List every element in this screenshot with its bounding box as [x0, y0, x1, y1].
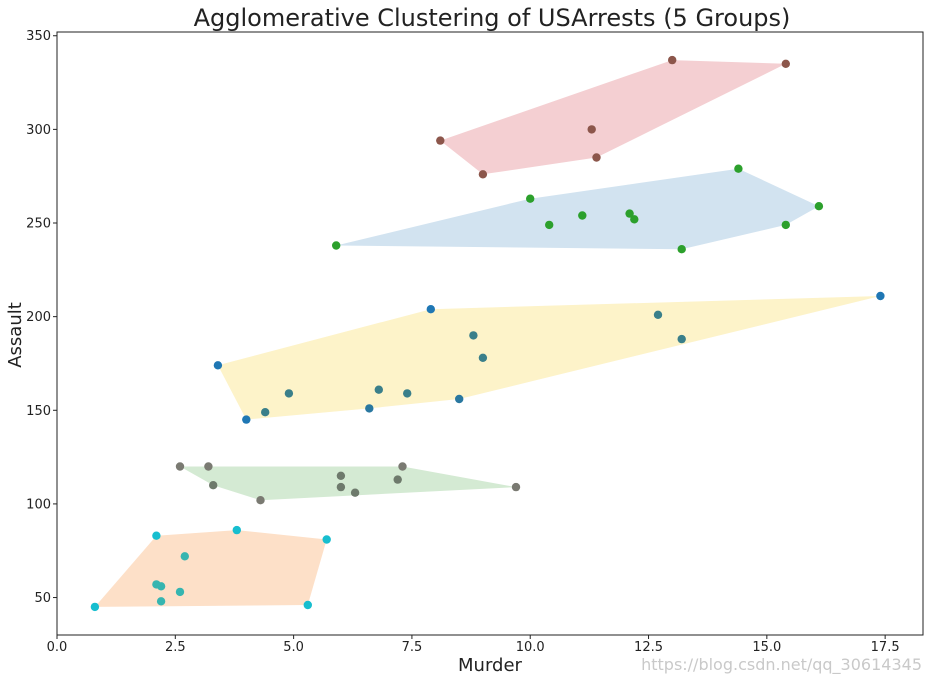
y-tick-label: 300	[26, 123, 51, 138]
cluster-2-point-4	[578, 211, 587, 220]
cluster-5-point-5	[156, 597, 166, 606]
cluster-4-point-6	[336, 482, 346, 492]
data-points	[90, 55, 885, 612]
cluster-3-point-11	[478, 353, 488, 362]
cluster-4-point-1	[175, 462, 185, 471]
x-tick-label: 0.0	[47, 640, 68, 655]
cluster-3-point-2	[242, 415, 251, 424]
x-axis-label: Murder	[458, 655, 523, 676]
cluster-2-point-8	[734, 164, 743, 173]
cluster-4-point-8	[393, 475, 402, 484]
cluster-3-point-6	[374, 385, 383, 394]
x-tick-label: 15.0	[752, 640, 781, 655]
watermark-text: https://blog.csdn.net/qq_30614345	[641, 655, 922, 675]
y-tick-label: 200	[26, 310, 51, 325]
x-tick-label: 12.5	[634, 640, 663, 655]
cluster-1-point-2	[478, 170, 488, 179]
x-tick-label: 17.5	[871, 640, 900, 655]
cluster-3-point-5	[365, 404, 374, 413]
cluster-5-point-9	[303, 600, 312, 610]
y-tick-label: 100	[26, 497, 51, 512]
x-tick-label: 10.0	[516, 640, 545, 655]
cluster-3-point-7	[403, 389, 412, 398]
cluster-3-point-9	[455, 394, 464, 404]
cluster-1-point-1	[436, 136, 445, 145]
cluster-3-point-13	[677, 334, 686, 344]
cluster-5-point-8	[232, 525, 241, 535]
cluster-5-point-10	[322, 535, 331, 544]
y-tick-label: 350	[26, 29, 51, 44]
cluster-hull-2	[336, 168, 819, 250]
cluster-4-point-3	[209, 481, 218, 490]
y-tick-label: 250	[26, 217, 51, 232]
cluster-2-point-10	[814, 202, 824, 211]
cluster-2-point-2	[526, 194, 535, 203]
cluster-hulls	[94, 60, 881, 607]
cluster-1-point-5	[668, 55, 677, 65]
cluster-2-point-1	[332, 241, 341, 250]
cluster-4-point-2	[204, 462, 213, 471]
cluster-4-point-5	[336, 471, 346, 480]
cluster-1-point-3	[587, 125, 596, 134]
cluster-2-point-7	[677, 245, 686, 254]
cluster-3-point-8	[426, 305, 435, 314]
y-axis-label: Assault	[5, 302, 26, 368]
x-axis-ticks: 0.0 2.5 5.0 7.5 10.0 12.5 15.0 17.5	[47, 635, 900, 655]
cluster-2-point-9	[781, 220, 790, 230]
chart-title: Agglomerative Clustering of USArrests (5…	[194, 4, 791, 32]
cluster-2-point-3	[545, 220, 554, 230]
cluster-3-point-14	[876, 291, 885, 301]
cluster-5-point-2	[152, 531, 161, 540]
y-axis-ticks: 50 100 150 200 250 300 350	[26, 29, 57, 606]
cluster-1-point-6	[781, 59, 790, 68]
cluster-3-point-3	[261, 408, 270, 417]
cluster-2-point-6	[630, 215, 639, 224]
cluster-hull-5	[94, 530, 327, 607]
cluster-3-point-12	[653, 310, 663, 319]
cluster-hull-1	[440, 60, 786, 175]
cluster-4-point-7	[350, 488, 360, 497]
cluster-3-point-4	[284, 389, 294, 398]
cluster-2-point-5	[625, 209, 634, 218]
y-tick-label: 150	[26, 404, 51, 419]
plot-frame	[56, 31, 924, 636]
cluster-hull-3	[217, 296, 881, 420]
y-tick-label: 50	[34, 591, 51, 606]
cluster-3-point-1	[213, 361, 223, 370]
cluster-5-point-4	[156, 582, 166, 591]
cluster-4-point-4	[256, 496, 265, 505]
x-tick-label: 7.5	[402, 640, 423, 655]
cluster-5-point-6	[175, 587, 185, 597]
cluster-1-point-4	[592, 153, 601, 162]
cluster-4-point-10	[511, 482, 521, 492]
cluster-5-point-7	[180, 552, 189, 561]
cluster-4-point-9	[398, 462, 407, 471]
cluster-3-point-10	[469, 331, 478, 340]
x-tick-label: 2.5	[165, 640, 186, 655]
x-tick-label: 5.0	[283, 640, 304, 655]
cluster-hull-4	[180, 466, 516, 501]
cluster-5-point-1	[90, 602, 100, 612]
